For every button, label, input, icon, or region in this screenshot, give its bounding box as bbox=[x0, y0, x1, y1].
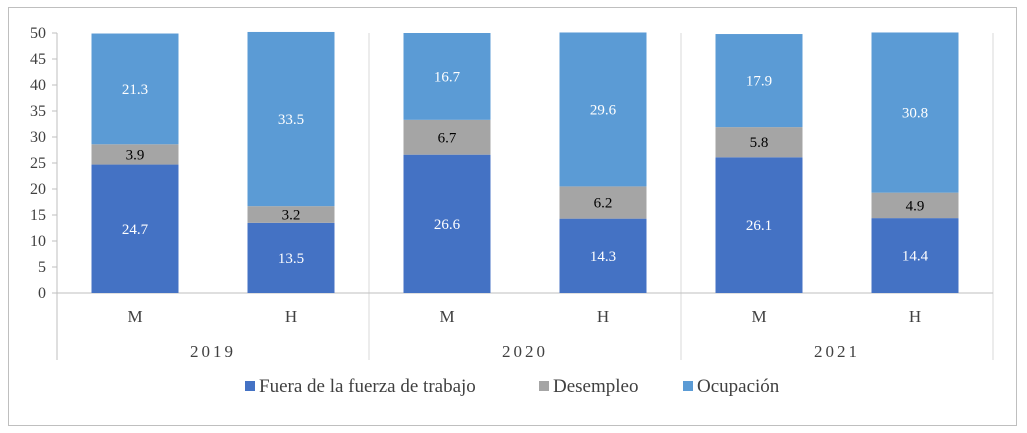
data-label: 3.9 bbox=[126, 147, 145, 163]
data-label: 21.3 bbox=[122, 82, 148, 98]
x-category-label: H bbox=[909, 307, 921, 326]
data-label: 4.9 bbox=[906, 198, 925, 214]
y-tick-label: 35 bbox=[30, 103, 46, 120]
bar-segment bbox=[715, 34, 803, 128]
x-group-label: 2020 bbox=[502, 342, 548, 361]
legend-label: Ocupación bbox=[697, 376, 780, 397]
data-label: 33.5 bbox=[278, 112, 304, 128]
x-category-label: M bbox=[127, 307, 142, 326]
data-label: 30.8 bbox=[902, 106, 928, 122]
data-label: 5.8 bbox=[750, 135, 769, 151]
legend-label: Desempleo bbox=[553, 376, 638, 397]
x-category-label: M bbox=[751, 307, 766, 326]
x-category-label: H bbox=[597, 307, 609, 326]
bar-segment bbox=[247, 222, 335, 293]
bar-segment bbox=[871, 192, 959, 219]
x-category-label: H bbox=[285, 307, 297, 326]
bar-segment bbox=[871, 218, 959, 293]
bar-segment bbox=[91, 164, 179, 293]
data-label: 3.2 bbox=[282, 207, 301, 223]
y-tick-label: 25 bbox=[30, 155, 46, 172]
x-group-label: 2021 bbox=[814, 342, 860, 361]
data-label: 26.1 bbox=[746, 218, 772, 234]
y-tick-label: 50 bbox=[30, 25, 46, 42]
data-label: 14.3 bbox=[590, 249, 616, 265]
y-tick-label: 40 bbox=[30, 77, 46, 94]
data-label: 29.6 bbox=[590, 102, 617, 118]
bar-segment bbox=[403, 119, 491, 155]
data-label: 26.6 bbox=[434, 217, 461, 233]
y-tick-label: 5 bbox=[38, 259, 46, 276]
legend-label: Fuera de la fuerza de trabajo bbox=[259, 376, 476, 397]
y-tick-label: 20 bbox=[30, 181, 46, 198]
y-tick-label: 0 bbox=[38, 285, 46, 302]
data-label: 6.2 bbox=[594, 196, 613, 212]
bar-segment bbox=[403, 33, 491, 120]
data-label: 14.4 bbox=[902, 249, 929, 265]
data-label: 24.7 bbox=[122, 222, 149, 238]
y-tick-label: 30 bbox=[30, 129, 46, 146]
x-category-label: M bbox=[439, 307, 454, 326]
bar-segment bbox=[715, 127, 803, 158]
data-label: 16.7 bbox=[434, 69, 461, 85]
bar-segment bbox=[91, 33, 179, 145]
bar-segment bbox=[559, 32, 647, 187]
bar-segment bbox=[247, 31, 335, 207]
data-label: 13.5 bbox=[278, 251, 304, 267]
data-label: 6.7 bbox=[438, 130, 457, 146]
bar-segment bbox=[715, 157, 803, 293]
bar-segment bbox=[91, 144, 179, 165]
legend-swatch bbox=[683, 381, 693, 391]
bar-segment bbox=[871, 32, 959, 193]
y-tick-label: 10 bbox=[30, 233, 46, 250]
bar-segment bbox=[559, 218, 647, 293]
bar-segment bbox=[247, 206, 335, 223]
bar-segment bbox=[559, 186, 647, 219]
bar-segment bbox=[403, 154, 491, 293]
y-tick-label: 45 bbox=[30, 51, 46, 68]
x-group-label: 2019 bbox=[190, 342, 236, 361]
y-tick-label: 15 bbox=[30, 207, 46, 224]
data-label: 17.9 bbox=[746, 74, 772, 90]
legend-swatch bbox=[539, 381, 549, 391]
legend-swatch bbox=[245, 381, 255, 391]
